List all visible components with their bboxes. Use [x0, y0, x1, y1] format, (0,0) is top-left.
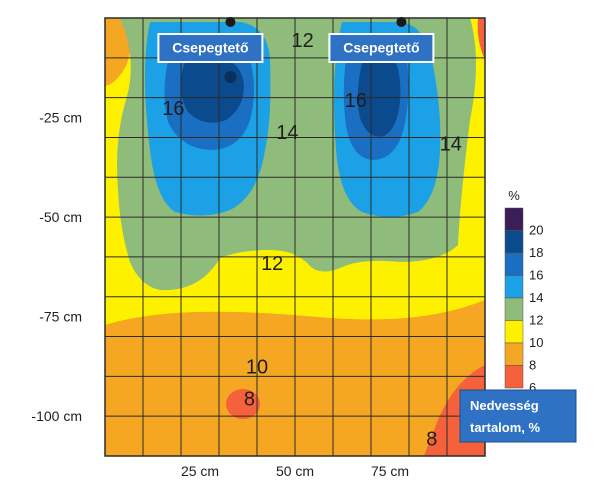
- colorbar: % 6 8 10 12 14 16 18 20: [504, 188, 543, 395]
- colorbar-label: 14: [529, 290, 543, 305]
- drip-point: [396, 17, 407, 27]
- colorbar-label: 8: [529, 358, 536, 373]
- colorbar-segment: [504, 297, 524, 321]
- x-axis-ticks: 25 cm 50 cm 75 cm: [181, 463, 409, 479]
- legend-box: Nedvesség tartalom, %: [459, 389, 577, 443]
- y-tick-label: -100 cm: [31, 408, 82, 424]
- dripper-label: Csepegtető: [328, 33, 435, 63]
- dripper-markers: Csepegtető Csepegtető: [157, 33, 435, 63]
- y-tick-label: -25 cm: [39, 110, 82, 126]
- colorbar-label: 16: [529, 268, 543, 283]
- contour-label: 14: [276, 122, 298, 144]
- contour-label: 12: [291, 30, 313, 52]
- band-corner-top-right: [477, 18, 485, 60]
- y-tick-label: -50 cm: [39, 209, 82, 225]
- contour-label: 16: [162, 98, 184, 120]
- colorbar-segment: [504, 207, 524, 231]
- plot-frame: [104, 17, 486, 457]
- drip-points: [224, 17, 407, 83]
- dripper-label-box: [157, 33, 264, 63]
- legend-text-line1: Nedvesség: [470, 398, 539, 413]
- colorbar-segment: [504, 342, 524, 366]
- colorbar-label: 20: [529, 223, 543, 238]
- band-18-20-right: [357, 52, 401, 137]
- contour-label: 8: [426, 428, 437, 450]
- contour-labels: 12 16 16 14 14 12 10 8 8: [162, 30, 462, 450]
- legend-text-line2: tartalom, %: [470, 420, 541, 435]
- contour-label: 12: [261, 253, 283, 275]
- dripper-label-text: Csepegtető: [343, 40, 419, 56]
- contour-label: 8: [244, 389, 255, 411]
- colorbar-segment: [504, 320, 524, 344]
- dripper-label-text: Csepegtető: [172, 40, 248, 56]
- colorbar-title: %: [508, 188, 520, 203]
- dripper-label: Csepegtető: [157, 33, 264, 63]
- colorbar-segment: [504, 252, 524, 276]
- contour-label: 10: [246, 357, 268, 379]
- y-tick-label: -75 cm: [39, 309, 82, 325]
- contour-label: 14: [440, 134, 462, 156]
- colorbar-segment: [504, 365, 524, 389]
- drip-point: [225, 17, 236, 27]
- band-6-8-spot: [226, 389, 260, 419]
- x-tick-label: 25 cm: [181, 463, 219, 479]
- colorbar-label: 6: [529, 380, 536, 395]
- colorbar-label: 12: [529, 313, 543, 328]
- grid-lines: [105, 18, 485, 456]
- colorbar-label: 10: [529, 335, 543, 350]
- drip-core-point: [224, 71, 237, 83]
- colorbar-segment: [504, 230, 524, 254]
- contour-label: 16: [345, 90, 367, 112]
- colorbar-label: 18: [529, 245, 543, 260]
- dripper-label-box: [328, 33, 435, 63]
- x-tick-label: 50 cm: [276, 463, 314, 479]
- x-tick-label: 75 cm: [371, 463, 409, 479]
- colorbar-segment: [504, 275, 524, 299]
- y-axis-ticks: -25 cm -50 cm -75 cm -100 cm: [31, 110, 82, 425]
